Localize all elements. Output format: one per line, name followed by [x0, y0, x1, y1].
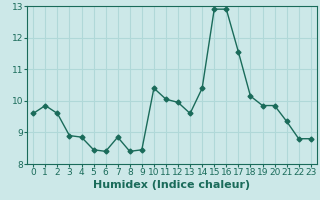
X-axis label: Humidex (Indice chaleur): Humidex (Indice chaleur) [93, 180, 251, 190]
